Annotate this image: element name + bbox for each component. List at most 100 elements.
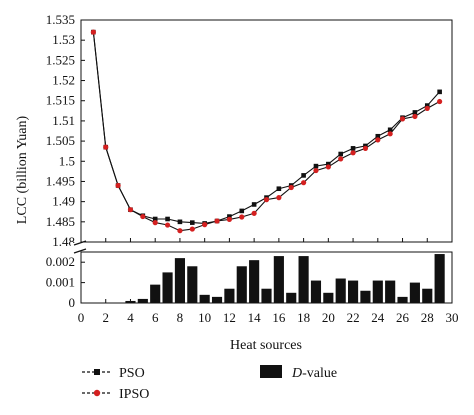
point-ipso [177, 228, 183, 234]
upper-y-tick-label: 1.535 [46, 12, 75, 27]
point-ipso [362, 145, 369, 151]
dvalue-bar [409, 282, 420, 303]
point-ipso [301, 180, 307, 186]
dvalue-bar [137, 298, 148, 303]
legend-item-pso: PSO [82, 366, 145, 381]
legend-dvalue-prefix: D [291, 366, 302, 381]
x-tick-label: 24 [371, 310, 385, 325]
point-pso [177, 219, 183, 225]
dvalue-bar [422, 288, 433, 303]
point-pso [424, 103, 430, 108]
y-axis-label: LCC (billion Yuan) [15, 115, 30, 224]
axis-break [71, 240, 91, 254]
point-pso [227, 214, 232, 219]
axis-break-gap [71, 243, 91, 251]
dvalue-bar [249, 260, 260, 303]
x-tick-label: 0 [78, 310, 85, 325]
x-tick-label: 28 [421, 310, 434, 325]
x-tick-label: 30 [446, 310, 459, 325]
lower-y-tick-label: 0.001 [46, 275, 75, 290]
point-ipso [276, 195, 282, 201]
axis-break-mark [73, 248, 87, 254]
point-ipso [189, 226, 195, 232]
legend-item-ipso: IPSO [82, 387, 149, 402]
lower-y-tick-label: 0.002 [46, 254, 75, 269]
point-ipso [90, 29, 96, 35]
upper-y-tick-label: 1.52 [52, 73, 75, 88]
x-axis: 0 2 4 6 8 10 12 14 16 18 20 22 24 26 28 30 [78, 238, 459, 325]
point-ipso [338, 156, 344, 162]
legend: PSO IPSO D-value [82, 365, 337, 402]
point-ipso [202, 222, 208, 228]
point-pso [326, 161, 331, 167]
dvalue-bar [273, 256, 284, 303]
point-ipso [164, 222, 171, 228]
point-pso [165, 216, 170, 222]
x-tick-label: 6 [152, 310, 159, 325]
point-pso [387, 127, 393, 133]
x-tick-label: 20 [322, 310, 335, 325]
point-ipso [437, 98, 443, 105]
x-axis-label: Heat sources [230, 338, 302, 353]
point-pso [239, 208, 245, 214]
axis-break-mark [73, 240, 87, 246]
point-ipso [251, 210, 257, 216]
point-ipso [127, 207, 134, 213]
dvalue-bar [360, 290, 371, 303]
upper-y-tick-label: 1.5 [59, 153, 75, 168]
point-ipso [387, 131, 393, 137]
dvalue-bar [236, 266, 247, 303]
series-line-pso [92, 32, 441, 224]
upper-y-tick-label: 1.515 [46, 93, 75, 108]
dvalue-bar [323, 292, 334, 303]
point-pso [276, 186, 282, 192]
dvalue-bar [187, 266, 198, 303]
point-pso [251, 202, 257, 207]
upper-y-tick-label: 1.505 [46, 133, 75, 148]
legend-label-ipso: IPSO [119, 387, 149, 402]
dvalue-bar [199, 294, 210, 303]
upper-y-tick-label: 1.51 [52, 113, 75, 128]
upper-y-tick-label: 1.53 [52, 32, 75, 47]
point-ipso [239, 214, 245, 220]
legend-bar-swatch [260, 365, 282, 378]
x-tick-label: 12 [223, 310, 236, 325]
dvalue-bar [211, 296, 223, 303]
dvalue-bar [347, 280, 359, 303]
x-tick-label: 2 [102, 310, 109, 325]
x-tick-label: 10 [198, 310, 211, 325]
lower-plot: 0 0.001 0.002 [46, 251, 453, 310]
point-ipso [214, 218, 220, 224]
point-pso [313, 163, 319, 169]
legend-item-dvalue: D-value [260, 365, 337, 381]
x-tick-label: 14 [248, 310, 262, 325]
lower-y-tick-label: 0 [69, 295, 76, 310]
dvalue-bar [224, 288, 235, 303]
x-tick-label: 26 [396, 310, 410, 325]
dvalue-bar [385, 280, 396, 303]
legend-pso-square-icon [94, 369, 100, 375]
point-pso [190, 220, 195, 225]
dvalue-bar [261, 288, 272, 303]
dvalue-bar [434, 254, 445, 303]
point-ipso [103, 144, 109, 150]
point-ipso [424, 105, 430, 111]
point-pso [375, 133, 381, 139]
x-tick-label: 8 [177, 310, 184, 325]
point-ipso [350, 150, 356, 156]
point-ipso [115, 182, 121, 189]
dvalue-bar [286, 292, 297, 303]
dvalue-bar [298, 256, 309, 303]
point-ipso [399, 116, 406, 122]
x-tick-label: 4 [127, 310, 134, 325]
point-pso [301, 173, 306, 178]
dvalue-bar [162, 272, 173, 303]
dvalue-bar [335, 278, 346, 303]
upper-y-tick-label: 1.525 [46, 52, 75, 67]
upper-y-tick-label: 1.495 [46, 173, 75, 188]
point-pso [152, 216, 158, 222]
point-ipso [140, 213, 146, 220]
upper-y-tick-label: 1.485 [46, 214, 75, 229]
dvalue-bar [174, 258, 186, 303]
